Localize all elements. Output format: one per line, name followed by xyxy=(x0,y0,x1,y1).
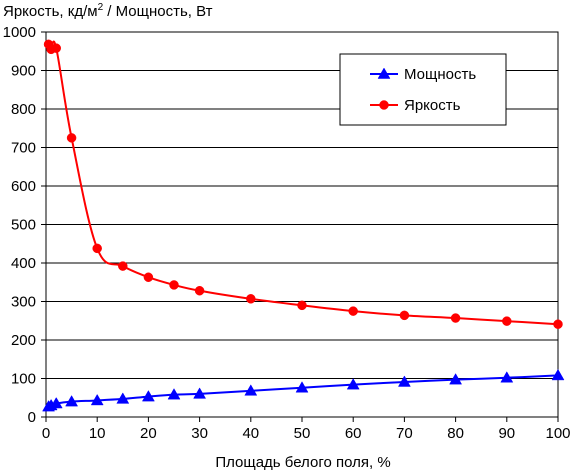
data-point-luminance-70 xyxy=(399,310,410,321)
data-point-power-80 xyxy=(449,373,463,385)
axis-ticks: 0 100 200 300 400 500 600 700 800 900 1000 0 10 20 30 4… xyxy=(3,24,571,442)
y-tick-label-800: 800 xyxy=(11,101,36,118)
x-tick-label-10: 10 xyxy=(89,425,106,442)
y-tick-label-700: 700 xyxy=(11,140,36,157)
y-tick-label-500: 500 xyxy=(11,217,36,234)
y-tick-label-100: 100 xyxy=(11,371,36,388)
x-tick-label-60: 60 xyxy=(345,425,362,442)
legend-box xyxy=(339,53,507,126)
x-tick-label-50: 50 xyxy=(294,425,311,442)
series-luminance xyxy=(43,39,563,329)
data-point-power-100 xyxy=(551,368,565,381)
legend-swatch-marker-power xyxy=(377,67,391,79)
data-point-luminance-2 xyxy=(51,43,61,53)
y-tick-label-600: 600 xyxy=(11,178,36,195)
data-point-luminance-15 xyxy=(118,261,128,271)
legend-label-luminance: Яркость xyxy=(404,97,461,114)
series-power xyxy=(42,368,565,412)
x-tick-label-20: 20 xyxy=(140,425,157,442)
y-axis-title: Яркость, кд/м2 / Мощность, Вт xyxy=(3,2,213,20)
data-point-power-2 xyxy=(49,397,63,409)
data-point-power-60 xyxy=(346,378,360,390)
x-tick-label-100: 100 xyxy=(545,425,570,442)
data-point-luminance-30 xyxy=(194,285,205,296)
y-tick-label-200: 200 xyxy=(11,332,36,349)
legend-item-power: Мощность xyxy=(370,66,476,83)
data-point-luminance-60 xyxy=(348,306,358,316)
y-tick-label-300: 300 xyxy=(11,294,36,311)
series-layer xyxy=(42,39,565,412)
y-tick-label-0: 0 xyxy=(28,409,36,426)
y-tick-label-900: 900 xyxy=(11,63,36,80)
data-point-luminance-40 xyxy=(246,294,256,304)
legend-label-power: Мощность xyxy=(404,66,476,83)
y-axis-title-tail: / Мощность, Вт xyxy=(103,3,213,20)
y-tick-label-400: 400 xyxy=(11,255,36,272)
data-point-power-25 xyxy=(167,388,181,400)
legend-item-luminance: Яркость xyxy=(370,97,461,114)
data-point-power-10 xyxy=(90,393,104,406)
legend-swatch-marker-luminance xyxy=(379,100,389,110)
data-point-power-5 xyxy=(65,395,79,407)
data-point-luminance-5 xyxy=(66,133,77,143)
data-point-power-15 xyxy=(116,392,130,404)
x-tick-label-0: 0 xyxy=(42,425,50,442)
data-point-power-90 xyxy=(500,371,514,383)
x-tick-label-80: 80 xyxy=(447,425,464,442)
data-point-luminance-50 xyxy=(297,300,307,311)
data-point-power-50 xyxy=(295,381,309,393)
data-point-luminance-80 xyxy=(450,313,461,323)
y-axis-title-lead: Яркость, кд/м xyxy=(3,3,98,20)
data-point-power-20 xyxy=(141,390,155,402)
legend: Мощность Яркость xyxy=(339,53,507,126)
data-point-luminance-100 xyxy=(553,319,563,329)
data-point-luminance-20 xyxy=(143,272,154,282)
data-point-power-30 xyxy=(193,387,207,399)
data-point-luminance-90 xyxy=(502,316,512,326)
x-tick-label-70: 70 xyxy=(396,425,413,442)
x-tick-label-90: 90 xyxy=(498,425,515,442)
data-point-power-70 xyxy=(397,375,411,387)
x-tick-label-30: 30 xyxy=(191,425,208,442)
x-tick-label-40: 40 xyxy=(242,425,259,442)
y-axis-title-sup: 2 xyxy=(98,2,104,13)
series-line-power xyxy=(48,374,559,408)
y-tick-label-1000: 1000 xyxy=(3,24,36,41)
data-point-luminance-25 xyxy=(169,280,179,290)
data-point-power-40 xyxy=(244,384,258,396)
data-point-luminance-10 xyxy=(92,243,102,254)
x-axis-title: Площадь белого поля, % xyxy=(215,454,390,471)
